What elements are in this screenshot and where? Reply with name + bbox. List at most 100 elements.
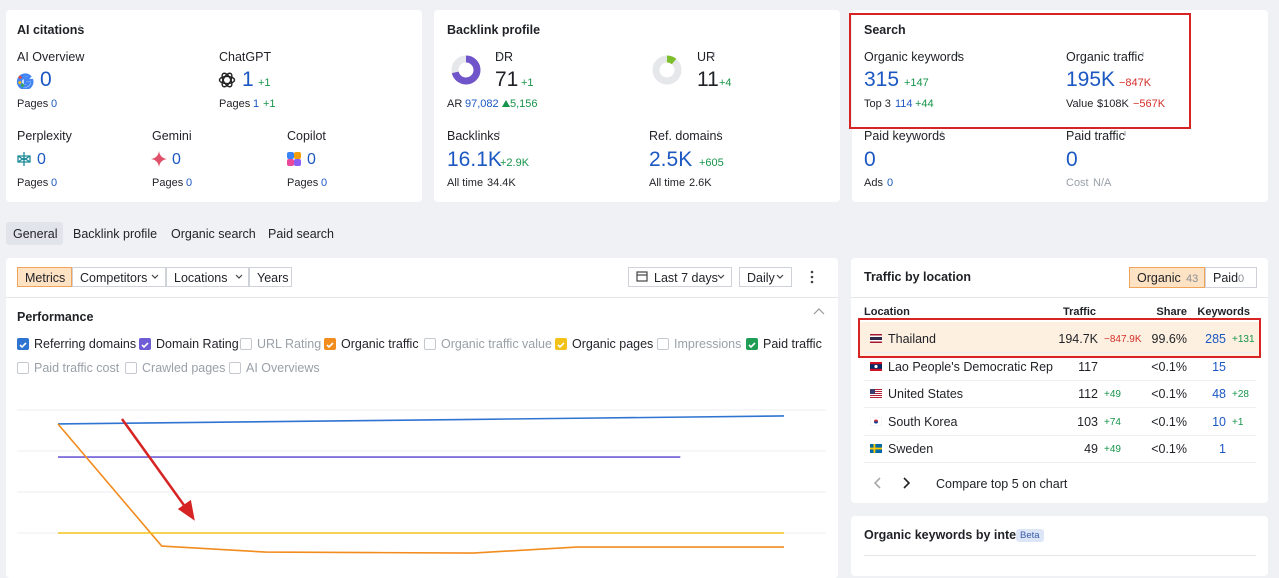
checkbox[interactable]: [555, 338, 567, 350]
country: South Korea: [888, 415, 958, 429]
traffic: 117: [1078, 360, 1098, 374]
keywords: 15: [1212, 360, 1226, 374]
toolbar-icons: [6, 270, 838, 315]
tab[interactable]: General: [13, 227, 58, 241]
metric-label: DR: [495, 50, 514, 64]
flag: [870, 334, 882, 343]
divider: [851, 297, 1268, 298]
up-arrow: [502, 100, 510, 107]
check: [141, 342, 149, 349]
check: [19, 342, 27, 349]
metric-label: Perplexity: [17, 129, 72, 143]
traffic-change: +74: [1104, 417, 1121, 428]
check: [557, 342, 565, 349]
country: Thailand: [888, 332, 936, 346]
checkbox[interactable]: [424, 338, 436, 350]
metric-value[interactable]: 0: [1066, 148, 1078, 171]
card-title: Backlink profile: [447, 23, 541, 37]
checkbox[interactable]: [657, 338, 669, 350]
sub-change: +1: [263, 98, 276, 110]
sub-value[interactable]: 0: [887, 177, 894, 189]
series-line: [57, 415, 785, 425]
share: <0.1%: [1151, 360, 1187, 374]
check: [326, 342, 334, 349]
row-divider: [864, 380, 1256, 381]
chart: [17, 409, 826, 554]
page: { "ai_citations": {"title": "AI citation…: [6, 10, 1268, 578]
country: Lao People's Democratic Rep: [888, 360, 1053, 374]
sub-value[interactable]: 97,082: [465, 98, 499, 110]
chatgpt-icon: [218, 72, 236, 88]
highlight-box: [849, 13, 1191, 129]
tab[interactable]: Organic search: [171, 227, 256, 241]
pager[interactable]: [868, 475, 918, 491]
sub-label: Ads: [864, 177, 883, 189]
metric-value[interactable]: 0: [864, 148, 876, 171]
interval-dropdown[interactable]: Daily: [739, 267, 792, 287]
flag: [870, 389, 882, 398]
metric-label: Backlinks: [447, 129, 500, 143]
checkbox[interactable]: [746, 338, 758, 350]
keywords: 1: [1219, 442, 1226, 456]
share: 99.6%: [1151, 332, 1187, 346]
metric-value[interactable]: 2.5K: [649, 148, 693, 171]
checkbox[interactable]: [125, 362, 137, 374]
metric-label: Gemini: [152, 129, 192, 143]
toggle-option[interactable]: [1129, 267, 1205, 288]
checkbox[interactable]: [17, 338, 29, 350]
tab[interactable]: Paid search: [268, 227, 335, 241]
checkbox[interactable]: [324, 338, 336, 350]
tab[interactable]: Backlink profile: [73, 227, 158, 241]
toggle-option[interactable]: [1205, 267, 1257, 288]
metric-change: +1: [521, 77, 534, 89]
toggle-label: Organic: [1137, 271, 1181, 285]
metric-change: +605: [699, 157, 724, 169]
date-dropdown[interactable]: Last 7 days: [628, 267, 732, 287]
metric-value: 0: [172, 151, 181, 168]
metric-label: AI Overview: [17, 50, 85, 64]
sub-value[interactable]: 0: [51, 177, 58, 189]
column-header: Location: [864, 306, 910, 318]
column-header: Share: [1156, 306, 1187, 318]
sub-value[interactable]: 0: [51, 98, 58, 110]
legend-label: Organic pages: [572, 337, 654, 351]
sub-change: 5,156: [510, 98, 538, 110]
button[interactable]: Years: [249, 267, 292, 287]
compare-link[interactable]: Compare top 5 on chart: [936, 477, 1068, 491]
metric-change: +1: [258, 77, 271, 89]
keywords-change: +1: [1232, 417, 1244, 428]
google-icon: [16, 73, 34, 89]
checkbox[interactable]: [139, 338, 151, 350]
metric-value: 0: [37, 151, 46, 168]
checkbox[interactable]: [229, 362, 241, 374]
legend-label: Paid traffic: [763, 337, 822, 351]
country: Sweden: [888, 442, 934, 456]
legend-label: Impressions: [674, 337, 742, 351]
dropdown[interactable]: Competitors: [72, 267, 166, 287]
sub-label: Cost: [1066, 177, 1089, 189]
sub-label: Pages: [17, 177, 49, 189]
sub-label: All time: [649, 177, 686, 189]
metric-label: Paid traffic: [1066, 129, 1125, 143]
sub-label: Pages: [287, 177, 319, 189]
legend-label: Organic traffic value: [441, 337, 552, 351]
dropdown[interactable]: Locations: [166, 267, 249, 287]
share: <0.1%: [1151, 387, 1187, 401]
traffic: 103: [1077, 415, 1098, 429]
keywords: 10: [1212, 415, 1226, 429]
metric-value[interactable]: 16.1K: [447, 148, 502, 171]
checkbox[interactable]: [17, 362, 29, 374]
sub-value[interactable]: 0: [186, 177, 193, 189]
card-title: Traffic by location: [864, 270, 971, 284]
metrics-button[interactable]: Metrics: [17, 267, 72, 287]
sub-value[interactable]: 1: [253, 98, 260, 110]
sub-label: Pages: [17, 98, 49, 110]
keywords-change: +28: [1232, 389, 1249, 400]
divider: [864, 555, 1256, 556]
card-title: Organic keywords by intent: [864, 528, 1028, 542]
sub-label: AR: [447, 98, 463, 110]
body: AI citations AI Overview 0 Pages 0 ChatG…: [6, 10, 1268, 578]
sub-value[interactable]: 0: [321, 177, 328, 189]
traffic-change: +49: [1104, 389, 1121, 400]
checkbox[interactable]: [240, 338, 252, 350]
